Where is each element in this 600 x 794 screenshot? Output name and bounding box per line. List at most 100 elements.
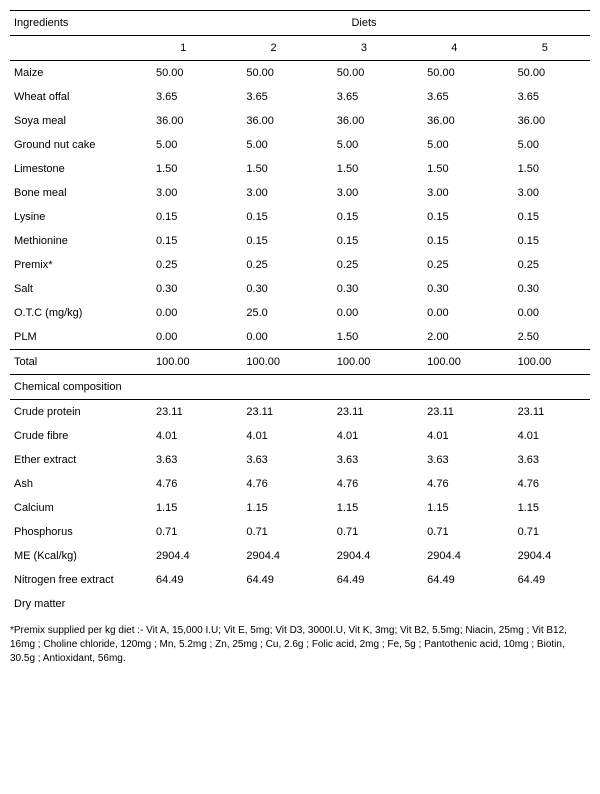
col-2: 2 (228, 36, 318, 61)
ingredient-1-v1: 3.65 (138, 85, 228, 109)
ingredient-9-row: Salt0.300.300.300.300.30 (10, 277, 590, 301)
ingredient-8-label: Premix* (10, 253, 138, 277)
comp-4-v2: 1.15 (228, 496, 318, 520)
ingredient-4-v2: 1.50 (228, 157, 318, 181)
ingredient-11-v5: 2.50 (500, 325, 590, 350)
comp-5-v4: 0.71 (409, 520, 499, 544)
ingredient-9-v5: 0.30 (500, 277, 590, 301)
comp-2-v3: 3.63 (319, 448, 409, 472)
ingredient-0-v1: 50.00 (138, 61, 228, 86)
ingredient-11-label: PLM (10, 325, 138, 350)
total-v3: 100.00 (319, 350, 409, 375)
ingredient-5-row: Bone meal3.003.003.003.003.00 (10, 181, 590, 205)
comp-3-row: Ash4.764.764.764.764.76 (10, 472, 590, 496)
ingredient-11-row: PLM0.000.001.502.002.50 (10, 325, 590, 350)
comp-2-v5: 3.63 (500, 448, 590, 472)
ingredient-4-row: Limestone1.501.501.501.501.50 (10, 157, 590, 181)
ingredient-8-v2: 0.25 (228, 253, 318, 277)
total-v2: 100.00 (228, 350, 318, 375)
ingredient-6-row: Lysine0.150.150.150.150.15 (10, 205, 590, 229)
ingredient-2-v1: 36.00 (138, 109, 228, 133)
ingredient-10-v4: 0.00 (409, 301, 499, 325)
ingredient-4-v1: 1.50 (138, 157, 228, 181)
ingredient-9-v4: 0.30 (409, 277, 499, 301)
ingredient-5-v4: 3.00 (409, 181, 499, 205)
ingredient-7-row: Methionine0.150.150.150.150.15 (10, 229, 590, 253)
comp-1-label: Crude fibre (10, 424, 138, 448)
col-4: 4 (409, 36, 499, 61)
comp-0-label: Crude protein (10, 400, 138, 425)
comp-8-v2 (228, 592, 318, 616)
header-ingredients: Ingredients (10, 11, 138, 36)
comp-5-v3: 0.71 (319, 520, 409, 544)
comp-5-v1: 0.71 (138, 520, 228, 544)
ingredient-0-v2: 50.00 (228, 61, 318, 86)
comp-8-v5 (500, 592, 590, 616)
ingredient-3-v4: 5.00 (409, 133, 499, 157)
comp-7-v5: 64.49 (500, 568, 590, 592)
comp-3-v3: 4.76 (319, 472, 409, 496)
comp-7-v4: 64.49 (409, 568, 499, 592)
ingredient-7-label: Methionine (10, 229, 138, 253)
comp-4-v3: 1.15 (319, 496, 409, 520)
comp-1-v1: 4.01 (138, 424, 228, 448)
comp-4-v5: 1.15 (500, 496, 590, 520)
ingredient-4-v3: 1.50 (319, 157, 409, 181)
ingredient-10-v5: 0.00 (500, 301, 590, 325)
ingredient-6-v2: 0.15 (228, 205, 318, 229)
comp-6-row: ME (Kcal/kg)2904.42904.42904.42904.42904… (10, 544, 590, 568)
ingredient-2-v5: 36.00 (500, 109, 590, 133)
ingredient-0-label: Maize (10, 61, 138, 86)
comp-5-label: Phosphorus (10, 520, 138, 544)
ingredient-6-v3: 0.15 (319, 205, 409, 229)
comp-4-v4: 1.15 (409, 496, 499, 520)
col-3: 3 (319, 36, 409, 61)
ingredient-2-row: Soya meal36.0036.0036.0036.0036.00 (10, 109, 590, 133)
ingredient-1-v3: 3.65 (319, 85, 409, 109)
ingredient-3-v1: 5.00 (138, 133, 228, 157)
comp-6-v5: 2904.4 (500, 544, 590, 568)
ingredient-6-v1: 0.15 (138, 205, 228, 229)
comp-5-row: Phosphorus0.710.710.710.710.71 (10, 520, 590, 544)
ingredient-7-v1: 0.15 (138, 229, 228, 253)
comp-2-label: Ether extract (10, 448, 138, 472)
ingredient-3-v5: 5.00 (500, 133, 590, 157)
ingredient-5-v2: 3.00 (228, 181, 318, 205)
ingredient-6-v5: 0.15 (500, 205, 590, 229)
total-label: Total (10, 350, 138, 375)
section-label: Chemical composition (10, 375, 590, 400)
ingredient-9-label: Salt (10, 277, 138, 301)
comp-6-v1: 2904.4 (138, 544, 228, 568)
comp-0-v2: 23.11 (228, 400, 318, 425)
ingredient-3-row: Ground nut cake5.005.005.005.005.00 (10, 133, 590, 157)
ingredient-4-v5: 1.50 (500, 157, 590, 181)
ingredient-7-v4: 0.15 (409, 229, 499, 253)
ingredient-5-v1: 3.00 (138, 181, 228, 205)
ingredient-8-v1: 0.25 (138, 253, 228, 277)
total-v5: 100.00 (500, 350, 590, 375)
ingredient-11-v4: 2.00 (409, 325, 499, 350)
total-v4: 100.00 (409, 350, 499, 375)
comp-4-label: Calcium (10, 496, 138, 520)
header-diets: Diets (138, 11, 590, 36)
comp-0-v3: 23.11 (319, 400, 409, 425)
comp-3-v4: 4.76 (409, 472, 499, 496)
ingredient-1-v2: 3.65 (228, 85, 318, 109)
comp-7-label: Nitrogen free extract (10, 568, 138, 592)
ingredient-10-v2: 25.0 (228, 301, 318, 325)
ingredient-11-v1: 0.00 (138, 325, 228, 350)
comp-2-v2: 3.63 (228, 448, 318, 472)
comp-1-v5: 4.01 (500, 424, 590, 448)
comp-6-v4: 2904.4 (409, 544, 499, 568)
ingredient-7-v5: 0.15 (500, 229, 590, 253)
ingredient-7-v2: 0.15 (228, 229, 318, 253)
comp-4-v1: 1.15 (138, 496, 228, 520)
comp-7-v2: 64.49 (228, 568, 318, 592)
comp-4-row: Calcium1.151.151.151.151.15 (10, 496, 590, 520)
section-row: Chemical composition (10, 375, 590, 400)
comp-1-v2: 4.01 (228, 424, 318, 448)
comp-2-v1: 3.63 (138, 448, 228, 472)
ingredient-3-label: Ground nut cake (10, 133, 138, 157)
comp-3-v1: 4.76 (138, 472, 228, 496)
comp-0-v1: 23.11 (138, 400, 228, 425)
